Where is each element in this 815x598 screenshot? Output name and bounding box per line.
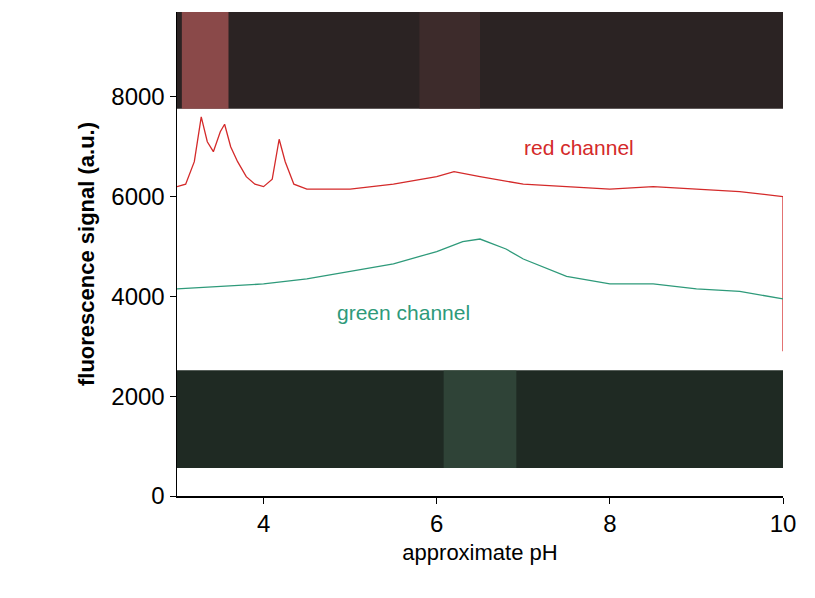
svg-text:approximate pH: approximate pH <box>402 540 557 565</box>
svg-text:red channel: red channel <box>524 136 634 159</box>
svg-text:0: 0 <box>151 482 164 509</box>
svg-text:10: 10 <box>770 510 797 537</box>
svg-text:6000: 6000 <box>111 183 164 210</box>
svg-text:6: 6 <box>430 510 443 537</box>
svg-text:fluorescence signal (a.u.): fluorescence signal (a.u.) <box>74 122 99 386</box>
svg-text:4000: 4000 <box>111 283 164 310</box>
svg-text:8: 8 <box>603 510 616 537</box>
svg-text:8000: 8000 <box>111 83 164 110</box>
svg-text:4: 4 <box>257 510 270 537</box>
svg-text:green channel: green channel <box>337 301 470 324</box>
svg-text:2000: 2000 <box>111 383 164 410</box>
